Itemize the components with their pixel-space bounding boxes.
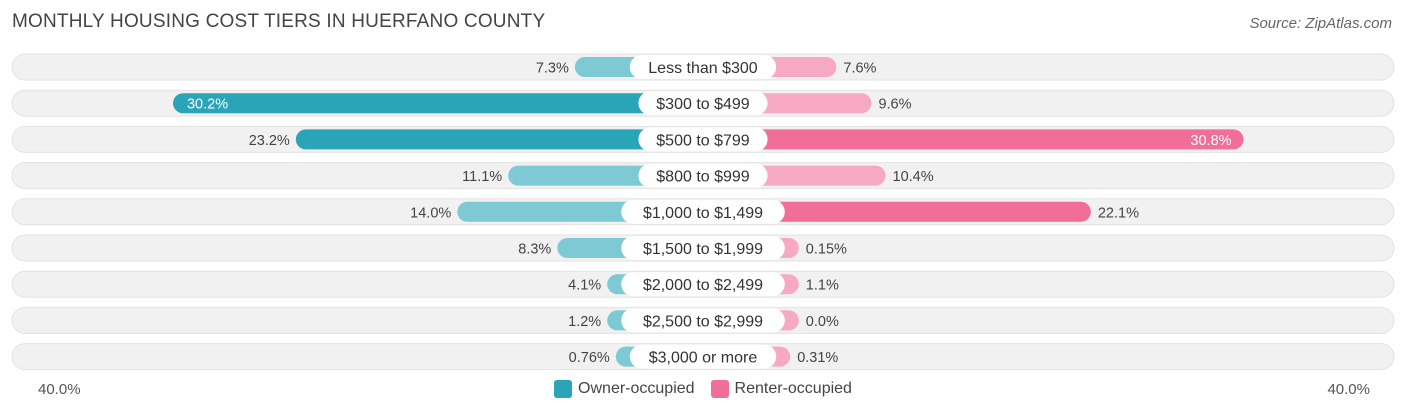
category-label-500-to-799: $500 to $799 xyxy=(656,132,750,149)
category-pill-2-500-to-2-999 xyxy=(621,308,785,333)
category-pill-500-to-799 xyxy=(638,127,768,152)
bar-renter-1-000-to-1-499 xyxy=(703,201,1091,222)
value-label-renter-800-to-999: 10.4% xyxy=(893,169,934,185)
bar-owner-300-to-499 xyxy=(172,93,704,114)
value-label-renter-2-500-to-2-999: 0.0% xyxy=(806,314,839,330)
legend-swatch-owner xyxy=(554,380,573,398)
value-label-owner-1-000-to-1-499: 14.0% xyxy=(410,205,451,221)
legend-item-owner[interactable]: Owner-occupied xyxy=(554,380,695,398)
category-label-1-500-to-1-999: $1,500 to $1,999 xyxy=(643,241,763,258)
legend-item-renter[interactable]: Renter-occupied xyxy=(710,380,852,398)
value-label-owner-800-to-999: 11.1% xyxy=(462,169,502,185)
category-pill-3-000-or-more xyxy=(629,344,777,369)
value-label-owner-2-000-to-2-499: 4.1% xyxy=(568,278,601,294)
category-pill-less-than-300 xyxy=(629,55,777,79)
category-label-2-000-to-2-499: $2,000 to $2,499 xyxy=(643,277,763,294)
category-label-800-to-999: $800 to $999 xyxy=(656,169,750,186)
chart-title: MONTHLY HOUSING COST TIERS IN HUERFANO C… xyxy=(12,11,546,32)
legend-swatch-renter xyxy=(710,380,729,398)
axis-label-left: 40.0% xyxy=(38,381,81,398)
bar-owner-500-to-799 xyxy=(295,129,703,150)
category-pill-1-000-to-1-499 xyxy=(621,199,785,224)
category-pill-800-to-999 xyxy=(638,163,768,188)
value-label-renter-3-000-or-more: 0.31% xyxy=(797,350,838,366)
legend-label-owner: Owner-occupied xyxy=(578,380,695,397)
value-label-renter-less-than-300: 7.6% xyxy=(843,61,876,77)
value-label-owner-1-500-to-1-999: 8.3% xyxy=(518,242,551,258)
category-pill-1-500-to-1-999 xyxy=(621,236,785,260)
value-label-owner-less-than-300: 7.3% xyxy=(536,61,569,77)
legend-label-renter: Renter-occupied xyxy=(734,380,852,397)
value-label-renter-1-000-to-1-499: 22.1% xyxy=(1098,205,1139,221)
category-label-300-to-499: $300 to $499 xyxy=(656,96,750,113)
value-label-owner-3-000-or-more: 0.76% xyxy=(569,350,610,366)
chart-source: Source: ZipAtlas.com xyxy=(1249,15,1392,32)
value-label-renter-500-to-799: 30.8% xyxy=(1190,133,1231,149)
value-label-owner-2-500-to-2-999: 1.2% xyxy=(568,314,601,330)
category-label-3-000-or-more: $3,000 or more xyxy=(649,350,758,367)
axis-label-right: 40.0% xyxy=(1327,381,1370,398)
category-label-2-500-to-2-999: $2,500 to $2,999 xyxy=(643,313,763,330)
category-pill-2-000-to-2-499 xyxy=(621,272,785,297)
value-label-renter-1-500-to-1-999: 0.15% xyxy=(806,242,847,258)
category-pill-300-to-499 xyxy=(638,91,768,116)
category-label-1-000-to-1-499: $1,000 to $1,499 xyxy=(643,205,763,222)
legend: Owner-occupied Renter-occupied xyxy=(0,380,1406,398)
category-label-less-than-300: Less than $300 xyxy=(648,60,758,77)
value-label-owner-300-to-499: 30.2% xyxy=(187,97,228,113)
value-label-renter-2-000-to-2-499: 1.1% xyxy=(806,278,839,294)
value-label-owner-500-to-799: 23.2% xyxy=(249,133,290,149)
bar-renter-500-to-799 xyxy=(703,129,1244,150)
value-label-renter-300-to-499: 9.6% xyxy=(878,97,911,113)
